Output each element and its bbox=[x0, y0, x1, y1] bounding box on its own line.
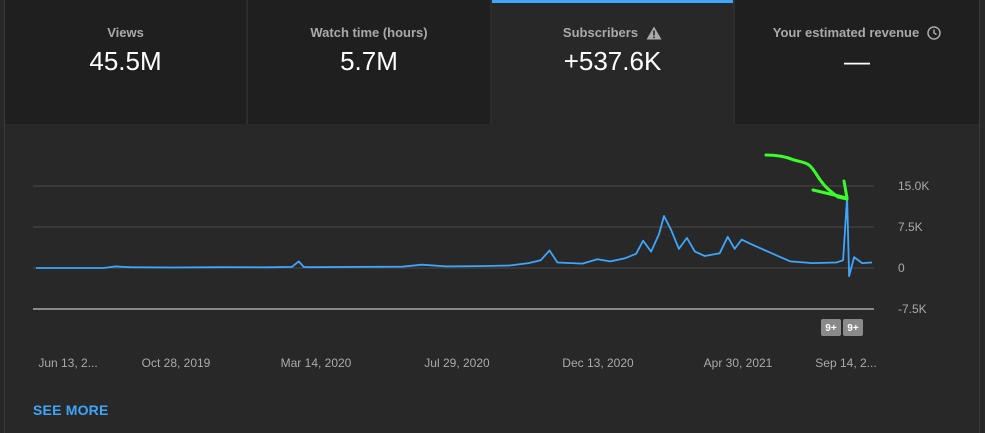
subscribers-label-text: Subscribers bbox=[562, 25, 639, 40]
chart-area: 15.0K 7.5K 0 -7.5K 9+ 9+ Jun 13, 2... Oct 28, 2… bbox=[5, 124, 979, 433]
event-marker[interactable] bbox=[843, 319, 863, 336]
x-tick-label: Jul 29, 2020 bbox=[424, 356, 490, 370]
revenue-value: — bbox=[844, 46, 870, 76]
revenue-label: Your estimated revenue bbox=[735, 25, 979, 40]
y-tick-label: 15.0K bbox=[898, 179, 929, 193]
revenue-card[interactable]: Your estimated revenue — bbox=[735, 0, 979, 124]
watch-time-card[interactable]: Watch time (hours) 5.7M bbox=[248, 0, 492, 124]
subscribers-label: Subscribers bbox=[492, 25, 733, 40]
event-marker[interactable] bbox=[821, 319, 841, 336]
watch-time-label-text: Watch time (hours) bbox=[310, 25, 428, 40]
x-tick-label: Mar 14, 2020 bbox=[281, 356, 352, 370]
views-card[interactable]: Views 45.5M bbox=[5, 0, 248, 124]
y-tick-label: 7.5K bbox=[898, 220, 923, 234]
revenue-label-text: Your estimated revenue bbox=[772, 25, 920, 40]
x-tick-label: Sep 14, 2... bbox=[815, 356, 876, 370]
x-tick-label: Dec 13, 2020 bbox=[562, 356, 634, 370]
views-label-text: Views bbox=[107, 25, 144, 40]
subscribers-value: +537.6K bbox=[563, 46, 662, 76]
analytics-panel: Views 45.5M Watch time (hours) 5.7M Subs… bbox=[4, 0, 980, 433]
x-tick-label: Oct 28, 2019 bbox=[142, 356, 211, 370]
views-value: 45.5M bbox=[89, 46, 162, 76]
see-more-link[interactable]: SEE MORE bbox=[33, 402, 109, 418]
views-label: Views bbox=[5, 25, 246, 40]
subscribers-chart: 15.0K 7.5K 0 -7.5K 9+ 9+ Jun 13, 2... Oct 28, 2… bbox=[33, 153, 929, 370]
metric-cards: Views 45.5M Watch time (hours) 5.7M Subs… bbox=[5, 0, 979, 124]
watch-time-label: Watch time (hours) bbox=[248, 25, 490, 40]
annotation-arrowhead bbox=[811, 179, 849, 200]
warning-icon[interactable] bbox=[646, 26, 662, 40]
event-marker-label: 9+ bbox=[825, 323, 837, 334]
watch-time-value: 5.7M bbox=[340, 46, 398, 76]
event-marker-label: 9+ bbox=[847, 323, 859, 334]
y-tick-label: -7.5K bbox=[898, 302, 927, 316]
x-tick-label: Jun 13, 2... bbox=[38, 356, 97, 370]
subscribers-card[interactable]: Subscribers +537.6K bbox=[492, 0, 735, 124]
subscribers-series-line bbox=[36, 196, 873, 278]
clock-icon[interactable] bbox=[927, 25, 941, 40]
y-tick-label: 0 bbox=[898, 261, 905, 275]
x-tick-label: Apr 30, 2021 bbox=[704, 356, 773, 370]
annotation-arrow bbox=[764, 153, 849, 201]
